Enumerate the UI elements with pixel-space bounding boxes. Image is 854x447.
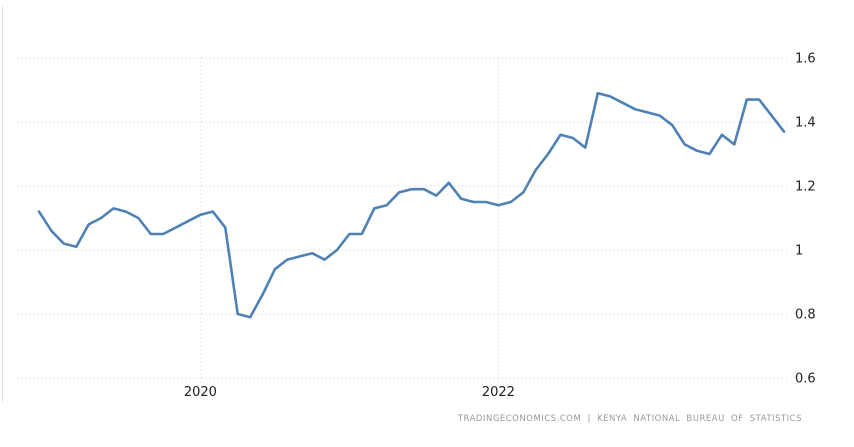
attribution-text: TRADINGECONOMICS.COM | KENYA NATIONAL BU… xyxy=(457,414,802,424)
x-tick-label: 2020 xyxy=(184,385,217,400)
y-tick-label: 1.4 xyxy=(795,116,816,131)
y-tick-label: 1.2 xyxy=(795,180,816,195)
x-tick-label: 2022 xyxy=(482,385,515,400)
y-tick-label: 1 xyxy=(795,244,803,259)
y-tick-label: 0.8 xyxy=(795,308,816,323)
y-tick-label: 0.6 xyxy=(795,372,816,387)
series-line xyxy=(37,91,786,319)
y-tick-label: 1.6 xyxy=(795,52,816,67)
